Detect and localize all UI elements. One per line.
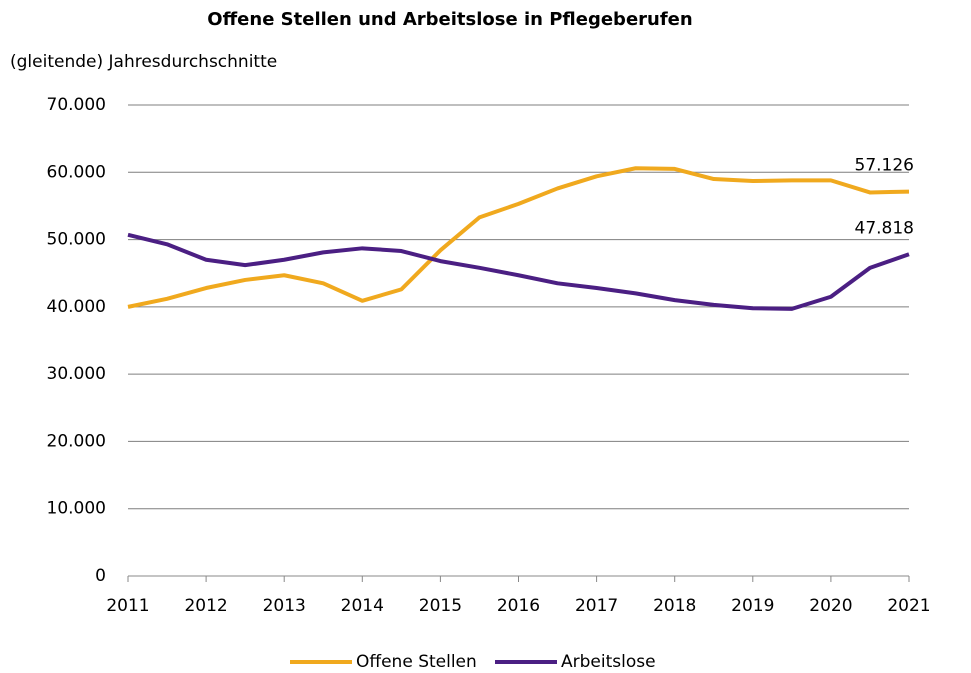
x-tick-label: 2012	[184, 596, 227, 616]
chart-title: Offene Stellen und Arbeitslose in Pflege…	[207, 9, 692, 30]
x-tick-label: 2011	[106, 596, 149, 616]
y-tick-label: 10.000	[47, 499, 106, 519]
y-tick-label: 60.000	[47, 162, 106, 182]
data-label: 47.818	[855, 218, 914, 238]
legend-label: Offene Stellen	[356, 652, 477, 672]
y-tick-label: 20.000	[47, 431, 106, 451]
series-line	[127, 166, 910, 309]
x-tick-label: 2017	[575, 596, 618, 616]
y-tick-label: 0	[95, 566, 106, 586]
x-tick-label: 2021	[887, 596, 930, 616]
x-tick-label: 2014	[341, 596, 384, 616]
y-tick-label: 50.000	[47, 230, 106, 250]
chart-subtitle: (gleitende) Jahresdurchschnitte	[10, 52, 277, 72]
x-tick-label: 2013	[263, 596, 306, 616]
x-tick-label: 2020	[809, 596, 852, 616]
x-tick-label: 2019	[731, 596, 774, 616]
x-tick-label: 2016	[497, 596, 540, 616]
y-tick-label: 70.000	[47, 95, 106, 115]
x-tick-label: 2018	[653, 596, 696, 616]
data-label: 57.126	[855, 156, 914, 176]
x-tick-label: 2015	[419, 596, 462, 616]
y-tick-label: 40.000	[47, 297, 106, 317]
y-tick-label: 30.000	[47, 364, 106, 384]
legend-label: Arbeitslose	[561, 652, 656, 672]
series-line	[127, 232, 910, 311]
